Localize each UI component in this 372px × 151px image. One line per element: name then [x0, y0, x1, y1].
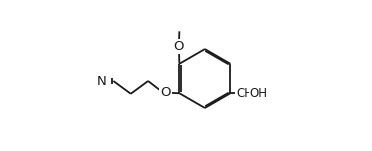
Text: OH: OH	[250, 87, 267, 100]
Text: O: O	[160, 86, 171, 99]
Text: O: O	[174, 40, 184, 53]
Text: N: N	[96, 74, 106, 88]
Text: CH₂: CH₂	[236, 87, 258, 100]
